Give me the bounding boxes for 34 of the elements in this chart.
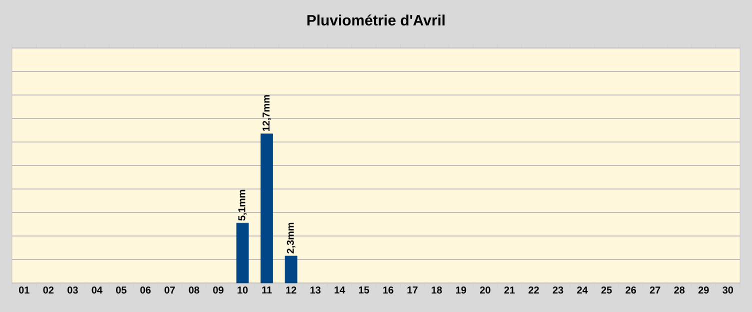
x-tick-label: 26 [626, 286, 636, 294]
x-tick-label: 14 [334, 286, 346, 294]
x-tick-label: 20 [480, 286, 490, 294]
x-tick-label: 19 [456, 286, 466, 294]
x-tick-label: 08 [188, 286, 200, 294]
x-tick-label: 06 [140, 286, 151, 294]
data-label: 2,3mm [286, 222, 296, 254]
x-tick-label: 21 [504, 286, 515, 294]
x-tick-label: 15 [358, 286, 370, 294]
x-tick-label: 23 [552, 286, 564, 294]
x-tick-label: 25 [601, 286, 612, 294]
data-label: 5,1mm [238, 190, 247, 221]
x-tick-label: 13 [310, 286, 321, 294]
x-tick-label: 24 [577, 286, 588, 294]
x-tick-label: 10 [238, 286, 248, 294]
x-tick-label: 11 [262, 286, 272, 294]
x-tick-label: 22 [528, 286, 539, 294]
x-tick-label: 17 [407, 286, 418, 294]
x-tick-label: 28 [674, 286, 685, 294]
x-tick-label: 18 [432, 286, 442, 294]
x-tick-label: 27 [650, 286, 660, 294]
x-tick-label: 29 [698, 286, 709, 294]
chart-title: Pluviométrie d'Avril [307, 14, 445, 26]
x-tick-label: 16 [383, 286, 394, 294]
x-tick-label: 09 [213, 286, 224, 294]
x-tick-label: 02 [43, 286, 54, 294]
x-tick-label: 03 [68, 286, 78, 294]
data-label: 12,7mm [262, 95, 272, 131]
x-tick-label: 12 [286, 286, 296, 294]
x-tick-label: 05 [116, 286, 126, 294]
x-tick-label: 04 [92, 286, 102, 294]
x-tick-label: 01 [18, 286, 30, 294]
x-tick-label: 07 [164, 286, 175, 294]
x-tick-label: 30 [722, 286, 734, 294]
